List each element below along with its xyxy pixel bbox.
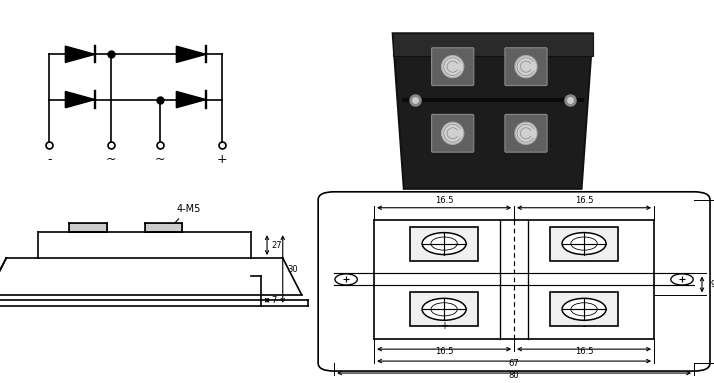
Text: 4-M5: 4-M5 — [175, 204, 201, 223]
Text: +: + — [216, 153, 227, 166]
Bar — [550, 227, 618, 260]
Text: 80: 80 — [509, 371, 519, 380]
Polygon shape — [66, 92, 95, 108]
Bar — [69, 223, 107, 232]
Circle shape — [671, 274, 693, 285]
FancyBboxPatch shape — [431, 115, 474, 152]
Polygon shape — [393, 33, 593, 189]
Circle shape — [422, 232, 466, 255]
Circle shape — [562, 232, 606, 255]
Circle shape — [515, 122, 537, 144]
FancyBboxPatch shape — [505, 48, 547, 85]
Circle shape — [441, 56, 464, 78]
Text: -: - — [47, 153, 51, 166]
Text: 16.5: 16.5 — [435, 196, 453, 205]
Text: 30: 30 — [288, 265, 298, 273]
Text: 67: 67 — [508, 359, 520, 368]
Text: -: - — [583, 321, 585, 331]
Polygon shape — [176, 92, 206, 108]
Bar — [410, 292, 478, 326]
FancyBboxPatch shape — [505, 115, 547, 152]
Text: ~: ~ — [155, 153, 166, 166]
Bar — [144, 223, 182, 232]
Bar — [550, 292, 618, 326]
Text: +: + — [440, 321, 448, 331]
Text: 16.5: 16.5 — [575, 196, 593, 205]
Text: 16.5: 16.5 — [435, 347, 453, 356]
Polygon shape — [393, 33, 593, 56]
Polygon shape — [66, 46, 95, 62]
Text: 16.5: 16.5 — [575, 347, 593, 356]
Text: 9.1: 9.1 — [710, 280, 714, 289]
Text: 7: 7 — [272, 296, 277, 305]
FancyBboxPatch shape — [431, 48, 474, 85]
Circle shape — [562, 298, 606, 320]
FancyBboxPatch shape — [318, 192, 710, 371]
Circle shape — [335, 274, 357, 285]
Circle shape — [515, 56, 537, 78]
Circle shape — [441, 122, 464, 144]
Text: 27: 27 — [272, 241, 282, 250]
Text: ~: ~ — [106, 153, 116, 166]
Bar — [410, 227, 478, 260]
Circle shape — [422, 298, 466, 320]
Polygon shape — [176, 46, 206, 62]
